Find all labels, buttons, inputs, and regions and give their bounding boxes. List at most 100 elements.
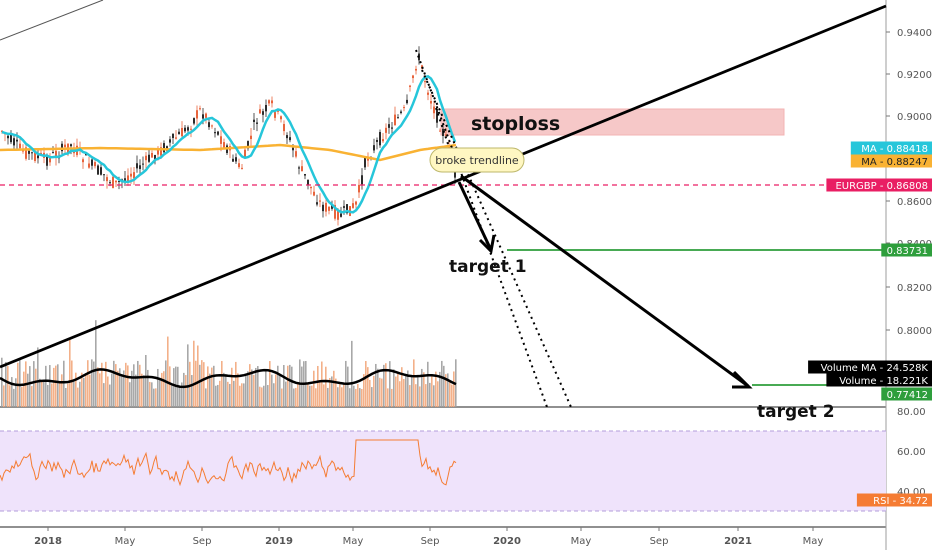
volume-bar [77,387,79,407]
candle-body [289,137,291,141]
candle-body [304,173,306,176]
volume-bar [271,374,273,407]
broke-trendline-callout[interactable]: broke trendline [429,147,525,173]
channel-dotted-2[interactable] [421,69,572,408]
volume-bar [127,365,129,407]
time-axis[interactable]: 2018 May Sep 2019 May Sep 2020 May Sep 2021 May [34,527,823,547]
volume-bar [291,366,293,407]
volume-bar [367,367,369,407]
candle-body [280,116,282,120]
volume-bar [355,388,357,407]
volume-bar [415,384,417,407]
volume-bar [261,387,263,407]
rising-trendline[interactable] [0,4,887,369]
volume-bar [205,388,207,407]
volume-bar [105,361,107,407]
time-tick-label: May [571,536,592,547]
volume-bar [335,378,337,407]
volume-bar [213,365,215,407]
candle-body [337,209,339,220]
volume-bar [99,373,101,407]
volume-bar [49,365,51,407]
marker-rsi-bg [856,493,932,507]
volume-bar [281,388,283,407]
time-tick-label: Sep [421,536,440,547]
volume-bar [41,380,43,407]
rsi-tick-label: 40.00 [897,487,926,498]
volume-bar [193,340,195,407]
volume-bar [111,373,113,407]
volume-bar [255,367,257,407]
candle-body [238,163,240,168]
time-tick-label: May [803,536,824,547]
channel-dotted-3[interactable] [435,107,451,151]
volume-bar [343,383,345,407]
volume-bar [83,377,85,407]
volume-bar [243,383,245,407]
candle-body [436,109,438,123]
old-trendline[interactable] [0,0,104,41]
volume-bar [23,371,25,407]
target2-arrow[interactable] [460,174,753,389]
volume-bar [65,387,67,407]
volume-bar [171,383,173,407]
volume-bar [429,382,431,407]
volume-bar [189,361,191,407]
candle-body [409,85,411,87]
candle-body [145,155,147,161]
volume-bar [389,361,391,407]
volume-bar [287,365,289,407]
marker-target2_level-bg [881,387,932,401]
volume-bar [119,368,121,407]
time-tick-label: Sep [193,536,212,547]
candle-body [163,143,165,153]
volume-bar [349,388,351,407]
volume-bar [117,370,119,407]
candle-body [298,167,300,169]
candle-body [433,106,435,114]
candle-body [265,105,267,112]
volume-bar [285,381,287,407]
volume-bar [365,361,367,407]
volume-bar [1,357,3,407]
candle-body [445,134,447,136]
candle-body [343,206,345,208]
candle-body [415,68,417,71]
volume-bar [131,370,133,407]
candle-body [208,122,210,128]
volume-bar [187,344,189,407]
volume-bar [237,373,239,407]
candle-body [142,163,144,165]
volume-bar [435,371,437,407]
candle-body [307,179,309,186]
volume-bar [31,386,33,407]
candle-body [133,172,135,179]
volume-bar [329,377,331,407]
candle-body [247,141,249,149]
volume-bars [1,320,457,407]
volume-bar [35,368,37,407]
volume-bar [451,384,453,407]
volume-bar [199,364,201,407]
volume-bar [439,371,441,407]
stoploss-zone[interactable] [440,108,785,136]
volume-bar [113,360,115,407]
volume-bar [61,374,63,407]
volume-bar [145,355,147,407]
target1-arrow[interactable] [457,181,496,255]
candle-body [394,114,396,126]
candle-body [430,101,432,104]
marker-volume_ma-bg [808,360,932,374]
volume-bar [379,377,381,407]
volume-bar [411,375,413,407]
candle-body [250,135,252,140]
candle-body [25,147,27,159]
candle-body [325,202,327,212]
candle-body [220,136,222,144]
volume-bar [97,367,99,407]
candle-body [193,118,195,124]
marker-last_price-bg [826,178,932,192]
